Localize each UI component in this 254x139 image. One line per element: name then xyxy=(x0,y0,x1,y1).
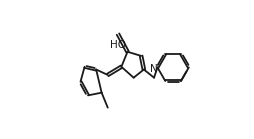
Text: N: N xyxy=(150,64,157,74)
Text: HO: HO xyxy=(109,39,125,49)
